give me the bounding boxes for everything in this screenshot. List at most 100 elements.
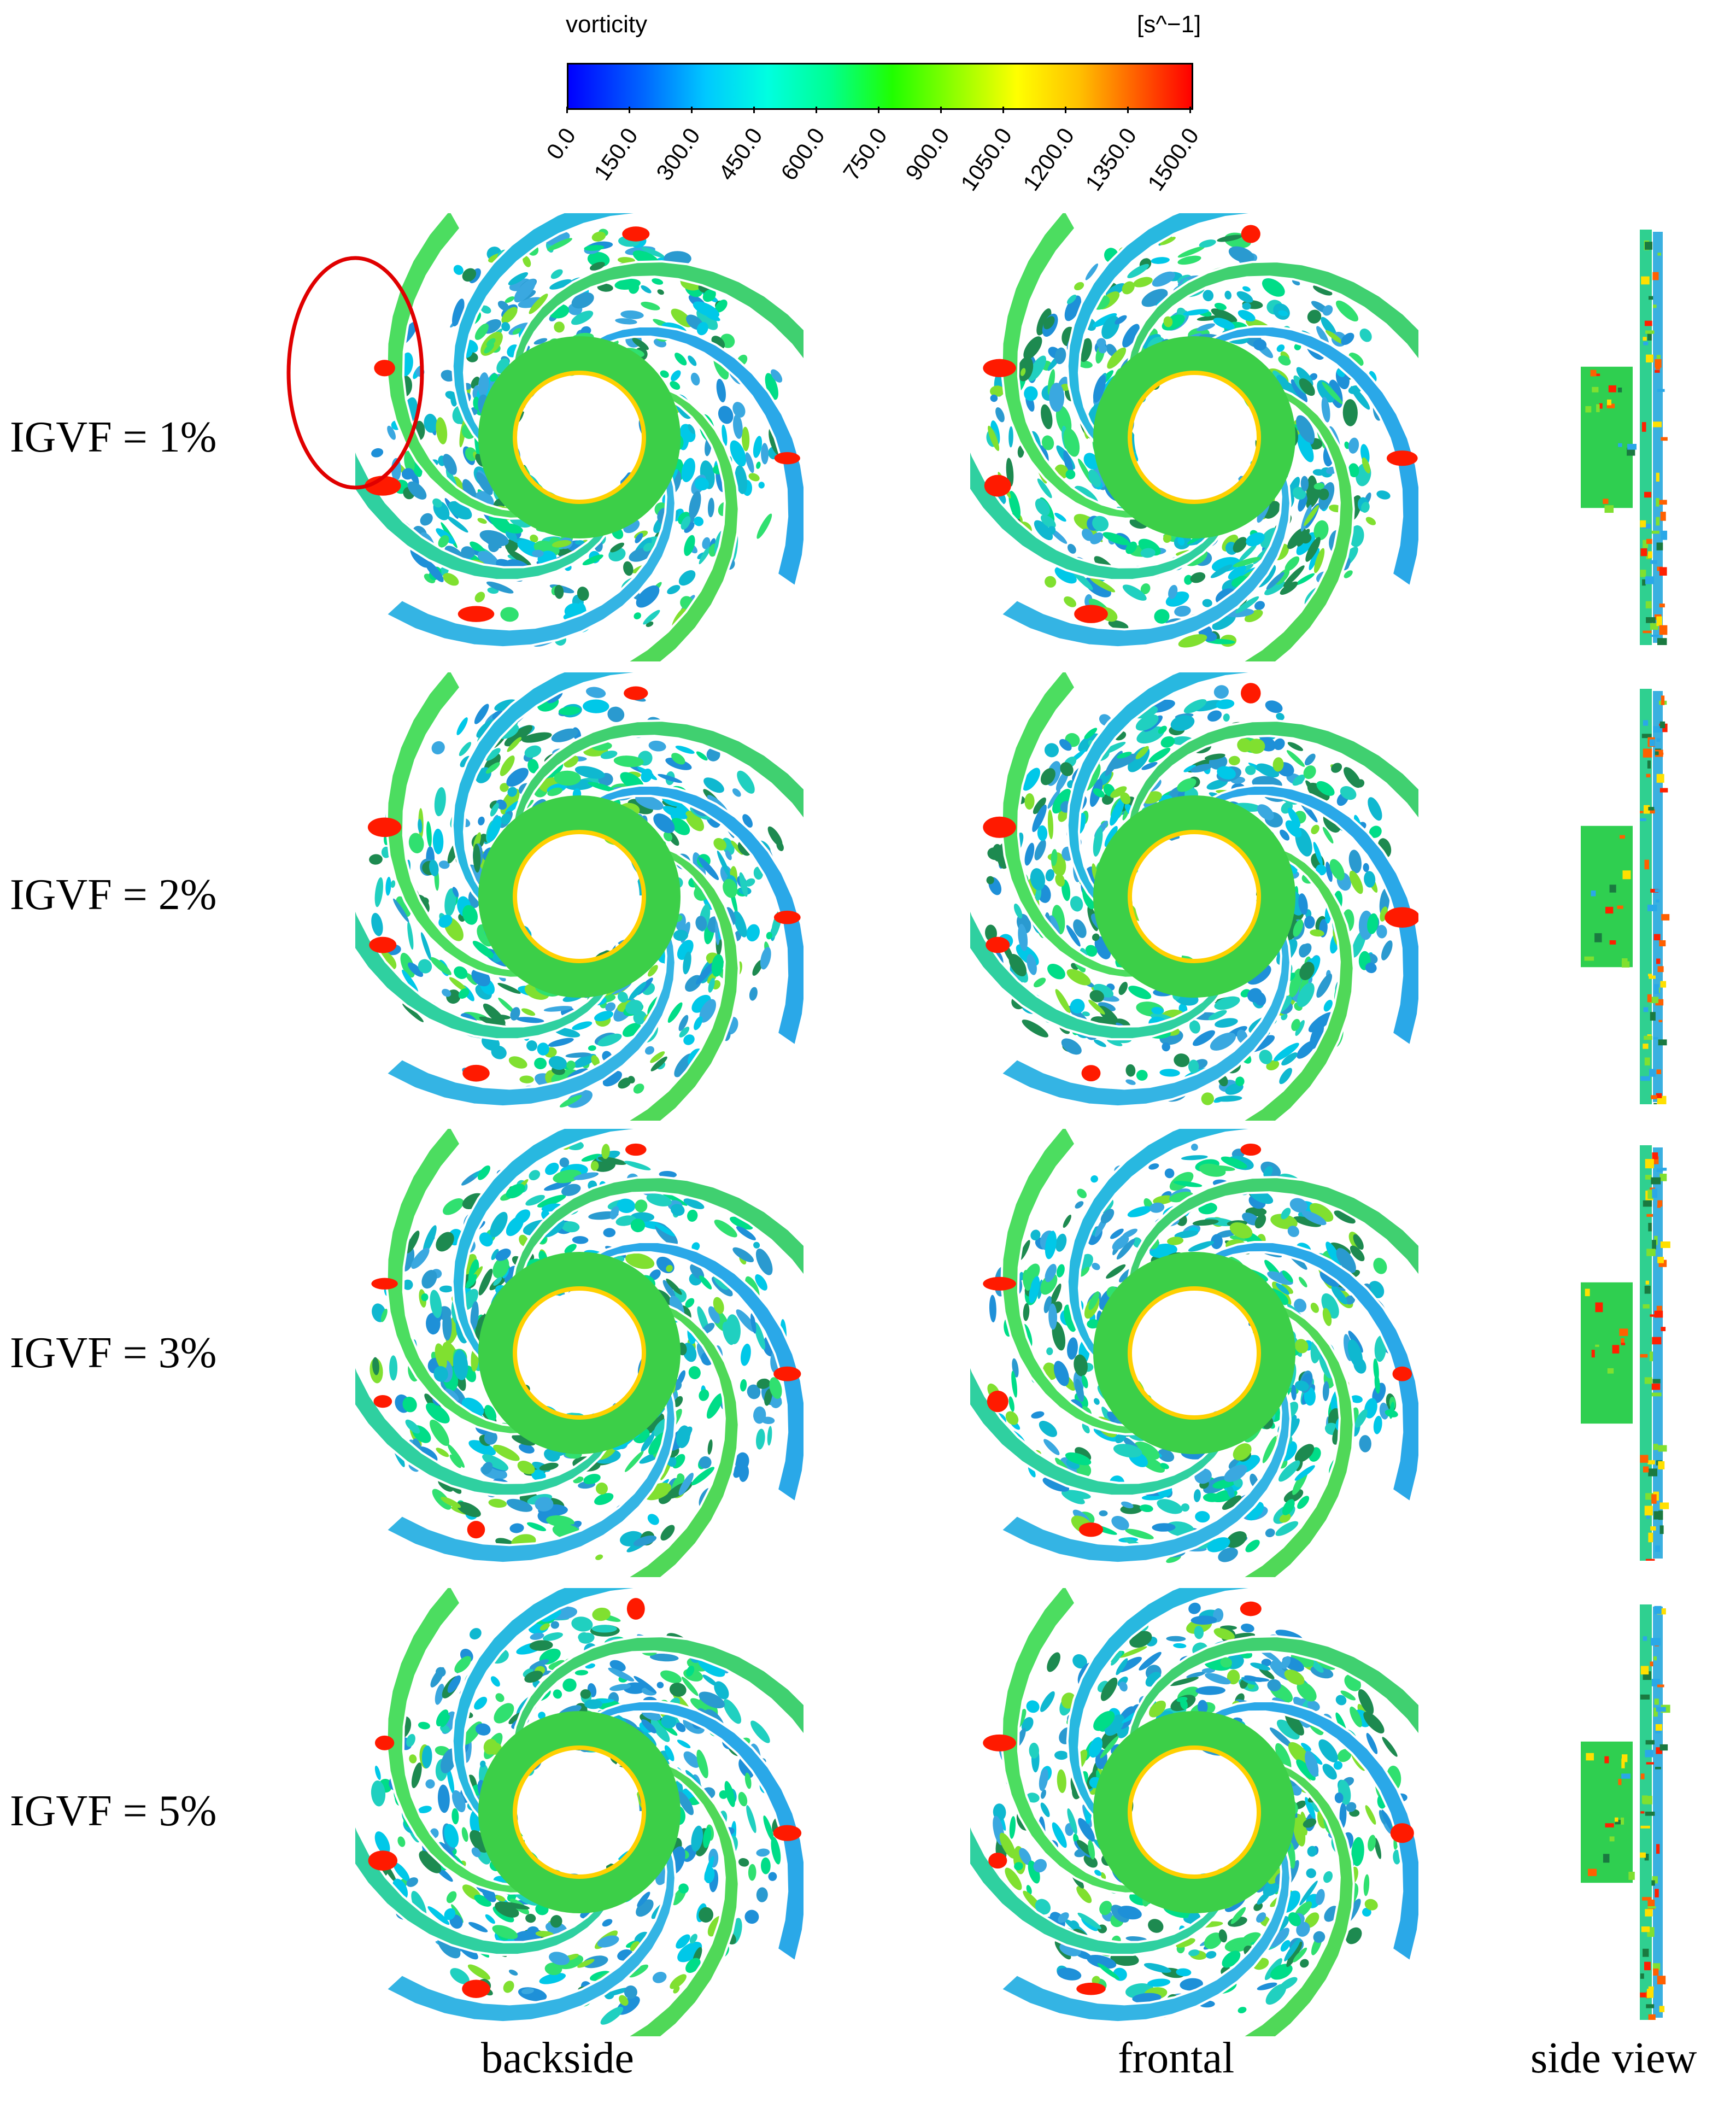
vortex-structure — [545, 1162, 559, 1175]
vortex-structure — [583, 1474, 601, 1485]
high-vorticity-patch — [373, 1395, 392, 1408]
vortex-structure — [1246, 532, 1265, 547]
vortex-structure — [512, 328, 521, 335]
vortex-structure — [497, 983, 521, 994]
vortex-structure — [1026, 1700, 1040, 1713]
high-vorticity-patch — [983, 816, 1016, 838]
vortex-structure — [765, 373, 778, 400]
side-vortex-structure — [1659, 2006, 1665, 2012]
side-hub-section — [1581, 1282, 1633, 1424]
impeller-blade — [385, 672, 568, 979]
vortex-structure — [677, 1791, 694, 1815]
vortex-structure — [1033, 1859, 1047, 1873]
vortex-structure — [1291, 1384, 1297, 1401]
vortex-structure — [1116, 1238, 1135, 1260]
vortex-structure — [1183, 309, 1209, 316]
vortex-structure — [1196, 323, 1215, 331]
vortex-structure — [1194, 1626, 1204, 1639]
vortex-structure — [1284, 1938, 1301, 1961]
vortex-structure — [554, 1027, 580, 1038]
vortex-structure — [1233, 556, 1261, 567]
vortex-structure — [1265, 1528, 1275, 1538]
vortex-structure — [766, 932, 772, 940]
vortex-structure — [702, 537, 711, 549]
vortex-structure — [1125, 1528, 1154, 1539]
vortex-structure — [432, 498, 442, 508]
high-vorticity-patch — [374, 360, 395, 377]
vortex-structure — [1029, 1276, 1040, 1304]
vortex-structure — [1040, 514, 1056, 529]
vortex-structure — [725, 1314, 741, 1344]
impeller-blade — [1000, 672, 1183, 979]
vortex-structure — [1276, 344, 1285, 352]
vortex-structure — [1235, 1076, 1245, 1086]
side-vortex-structure — [1648, 1986, 1654, 1990]
vortex-structure — [769, 1377, 782, 1399]
impeller-frontal-igvf-3 — [970, 1129, 1418, 1577]
vortex-structure — [1141, 761, 1158, 770]
vortex-structure — [650, 1056, 667, 1071]
vortex-structure — [1090, 577, 1116, 593]
vortex-structure — [1085, 263, 1099, 280]
vortex-structure — [1225, 1083, 1244, 1095]
vortex-structure — [696, 1749, 708, 1778]
vortex-structure — [1118, 982, 1128, 995]
vortex-structure — [438, 915, 453, 928]
colorbar-tick-label: 150.0 — [589, 123, 643, 185]
vortex-structure — [548, 1038, 574, 1047]
vortex-structure — [591, 1055, 600, 1067]
vortex-structure — [1292, 774, 1305, 786]
vortex-structure — [615, 318, 637, 325]
vortex-structure — [1363, 1712, 1385, 1733]
vortex-structure — [681, 458, 695, 482]
vortex-structure — [746, 924, 760, 942]
vortex-structure — [462, 905, 478, 925]
vortex-structure — [1183, 765, 1196, 772]
impeller-blade — [614, 841, 740, 1121]
side-vortex-structure — [1652, 1156, 1659, 1164]
vortex-structure — [480, 1760, 486, 1767]
vortex-structure — [1334, 1210, 1356, 1224]
vortex-structure — [1382, 1737, 1398, 1757]
vortex-structure — [1311, 824, 1319, 835]
vortex-structure — [607, 706, 625, 722]
vortex-structure — [1344, 570, 1353, 578]
vortex-structure — [493, 1444, 520, 1461]
impeller-blade — [1229, 841, 1355, 1121]
vortex-structure — [707, 497, 714, 518]
vortex-structure — [492, 1014, 511, 1020]
vortex-structure — [1093, 374, 1106, 403]
vortex-structure — [1226, 1531, 1247, 1548]
vortex-structure — [650, 1051, 665, 1063]
vortex-structure — [990, 385, 1005, 397]
vortex-structure — [1321, 317, 1337, 337]
vortex-structure — [683, 1034, 695, 1045]
vortex-structure — [1090, 1175, 1098, 1183]
side-vortex-structure — [1596, 373, 1600, 376]
vortex-structure — [550, 1915, 562, 1928]
impeller-blade — [385, 1129, 568, 1436]
side-vortex-structure — [1607, 399, 1611, 406]
side-vortex-structure — [1655, 360, 1661, 370]
vortex-structure — [1040, 768, 1055, 786]
vortex-structure — [444, 1908, 456, 1920]
side-vortex-structure — [1661, 1241, 1670, 1248]
vortex-structure — [702, 1674, 718, 1686]
vortex-structure — [618, 1077, 631, 1089]
vortex-structure — [1075, 1201, 1084, 1209]
side-vortex-structure — [1646, 1762, 1654, 1765]
vortex-structure — [1212, 613, 1236, 630]
vortex-structure — [1057, 1769, 1066, 1793]
vortex-structure — [1227, 1669, 1240, 1685]
vortex-structure — [500, 783, 509, 792]
vortex-structure — [566, 1061, 576, 1070]
side-vortex-structure — [1643, 748, 1652, 758]
vortex-structure — [1045, 1263, 1057, 1282]
vortex-structure — [753, 1241, 760, 1249]
vortex-structure — [1029, 1742, 1040, 1759]
vortex-structure — [411, 1762, 422, 1789]
vortex-structure — [1054, 1750, 1069, 1760]
high-vorticity-patch — [1078, 1522, 1104, 1537]
side-vortex-structure — [1641, 276, 1650, 285]
vortex-structure — [1306, 1868, 1316, 1878]
